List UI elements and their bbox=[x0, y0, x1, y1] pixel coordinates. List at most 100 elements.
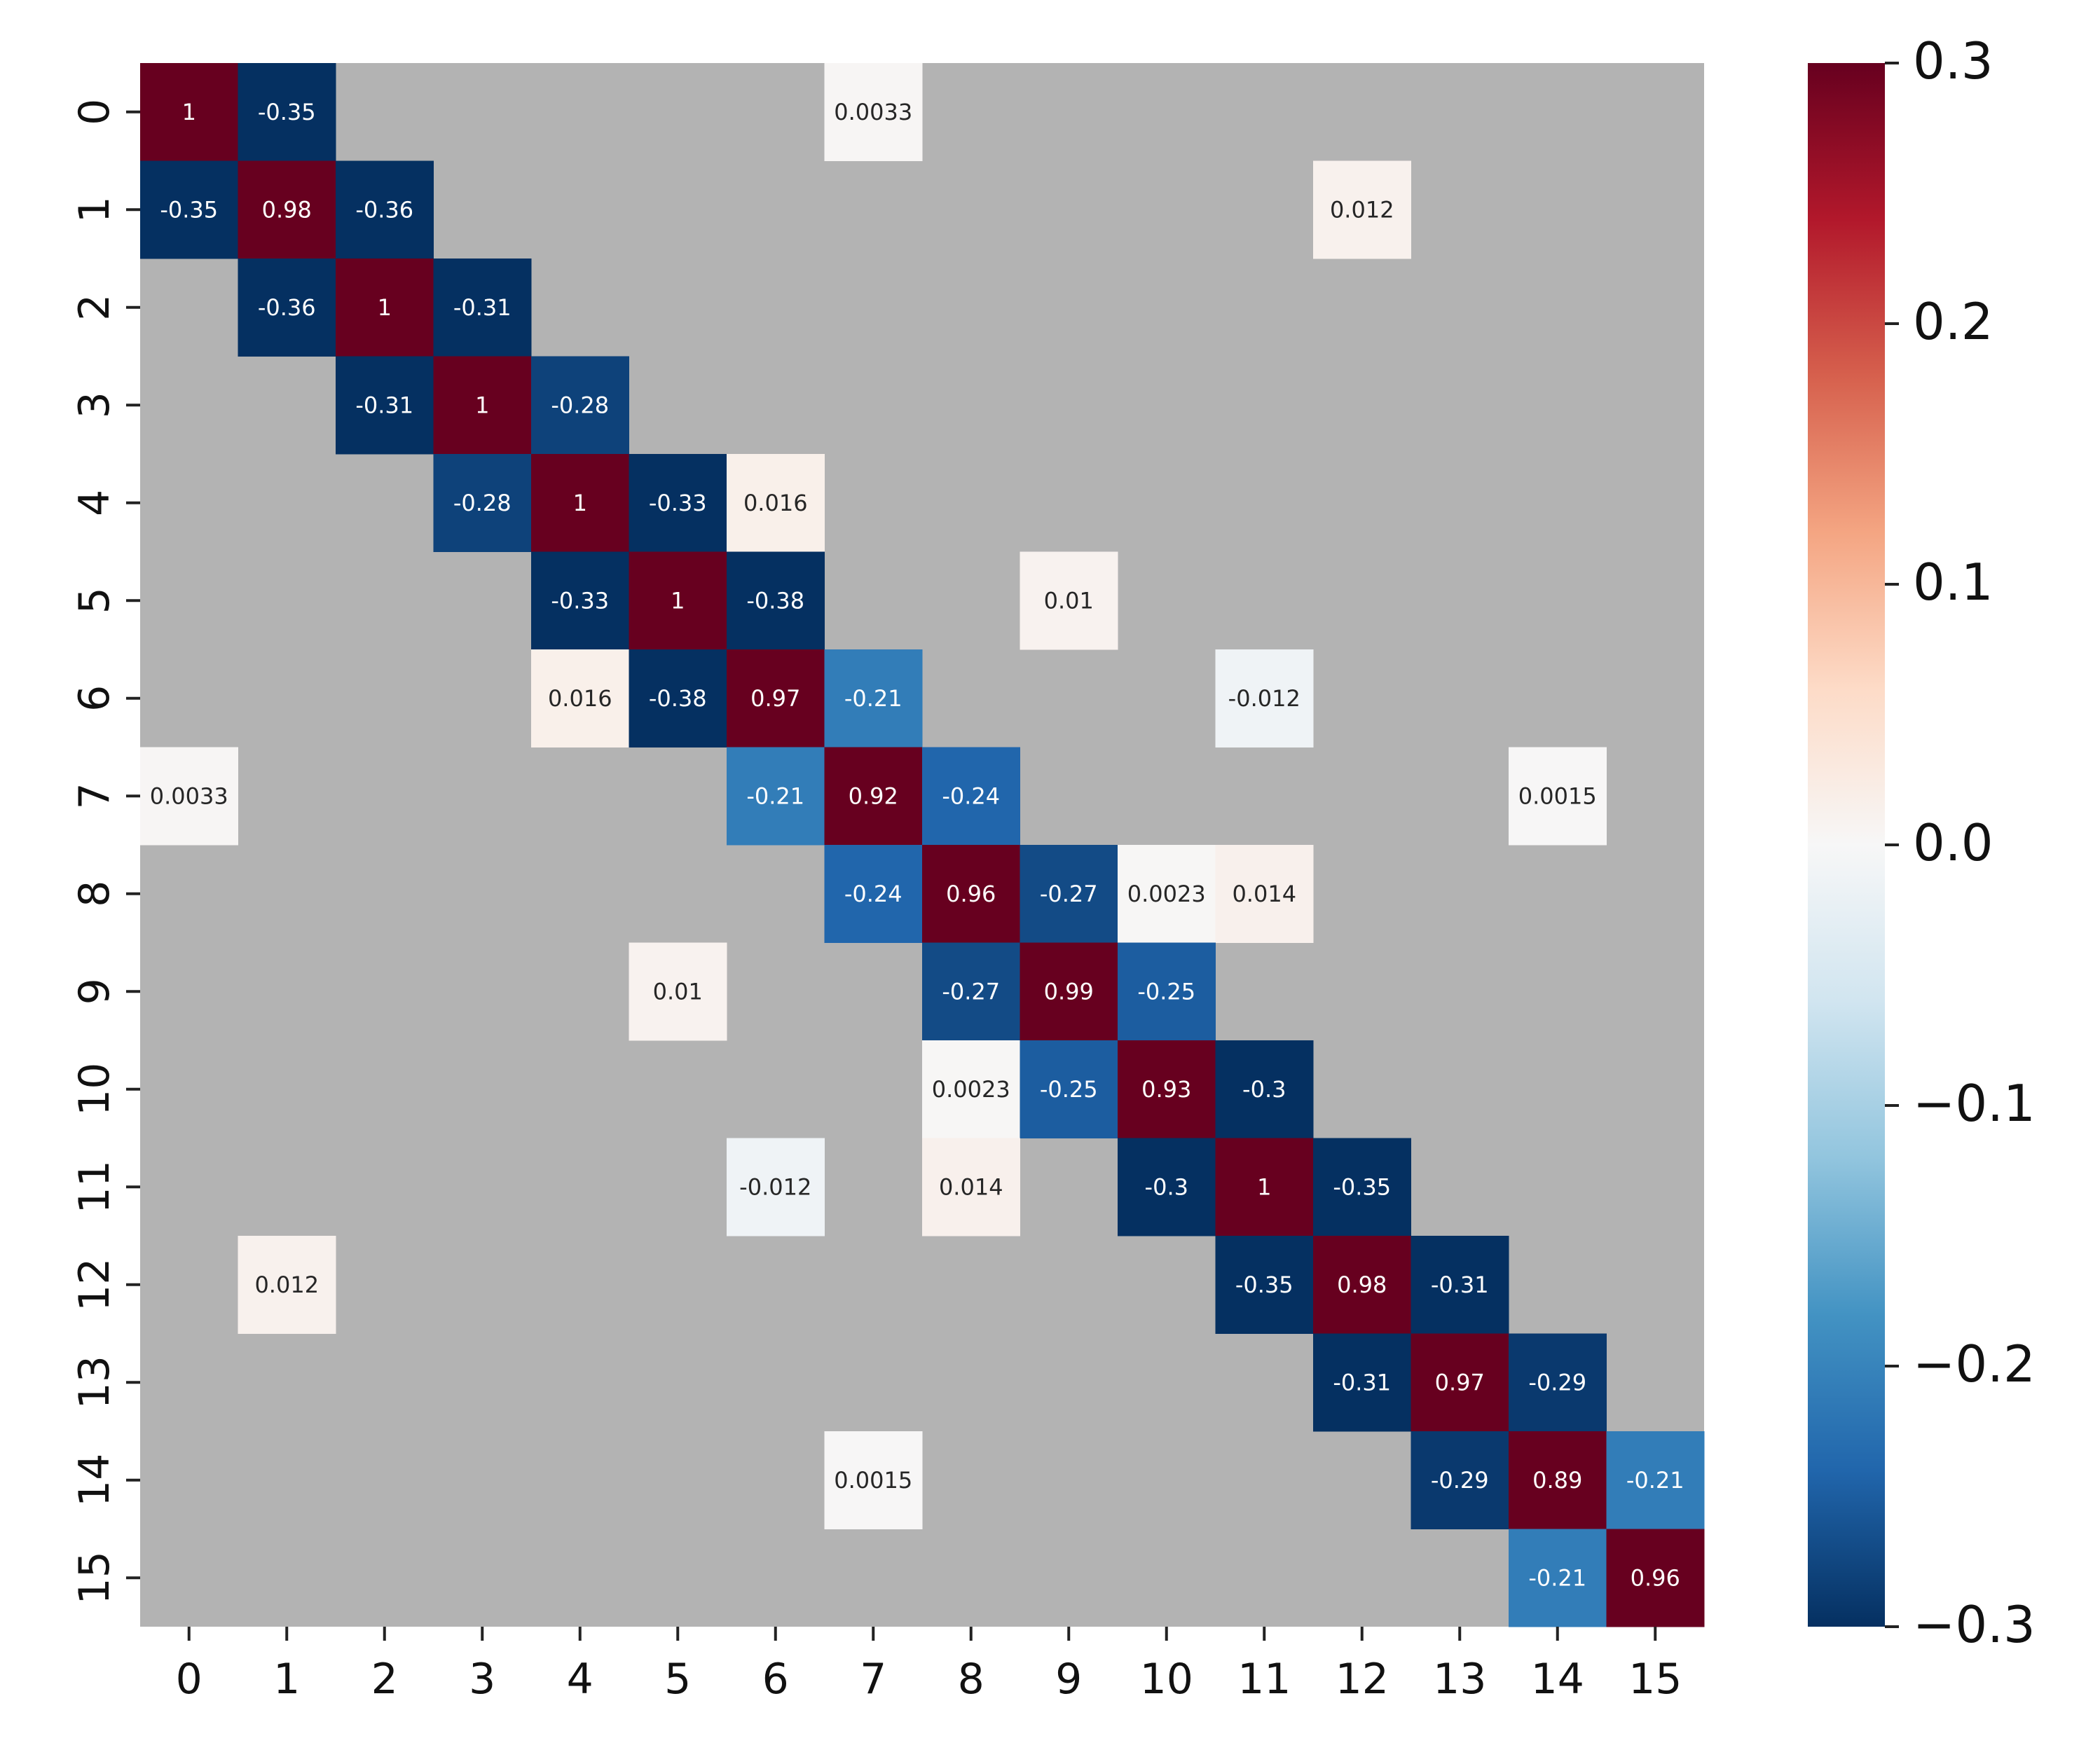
colorbar-tick-label-1: 0.2 bbox=[1913, 292, 1993, 351]
cell-value-label-8-7: -0.24 bbox=[844, 881, 903, 907]
heatmap-cell-1-2 bbox=[336, 160, 434, 259]
cell-value-label-10-11: -0.3 bbox=[1242, 1076, 1286, 1103]
heatmap-cell-9-8 bbox=[922, 942, 1020, 1041]
cell-value-label-9-8: -0.27 bbox=[942, 978, 1000, 1005]
cell-value-label-6-11: -0.012 bbox=[1228, 685, 1301, 712]
cell-value-label-1-0: -0.35 bbox=[160, 196, 218, 223]
heatmap-cell-15-14 bbox=[1509, 1529, 1607, 1627]
heatmap-cell-10-8 bbox=[922, 1040, 1020, 1138]
y-tick-label-9: 9 bbox=[70, 978, 119, 1005]
x-tick-label-14: 14 bbox=[1531, 1655, 1584, 1704]
cell-value-label-11-11: 1 bbox=[1257, 1173, 1271, 1200]
y-tick-label-6: 6 bbox=[70, 685, 119, 712]
heatmap-cell-1-12 bbox=[1313, 160, 1411, 259]
cell-value-label-9-9: 0.99 bbox=[1044, 978, 1094, 1005]
x-tick-label-10: 10 bbox=[1140, 1655, 1193, 1704]
heatmap-cell-14-13 bbox=[1411, 1431, 1509, 1529]
heatmap-cell-3-4 bbox=[531, 356, 629, 455]
cell-value-label-5-4: -0.33 bbox=[551, 587, 609, 614]
y-tick-label-11: 11 bbox=[70, 1160, 119, 1213]
y-tick-label-8: 8 bbox=[70, 881, 119, 907]
x-tick-label-1: 1 bbox=[273, 1655, 300, 1704]
x-tick-label-6: 6 bbox=[762, 1655, 789, 1704]
y-tick-label-7: 7 bbox=[70, 783, 119, 809]
cell-value-label-13-14: -0.29 bbox=[1528, 1369, 1586, 1396]
heatmap-cell-8-10 bbox=[1118, 845, 1216, 943]
heatmap-cell-2-1 bbox=[238, 259, 336, 357]
y-tick-label-5: 5 bbox=[70, 587, 119, 614]
cell-value-label-5-9: 0.01 bbox=[1044, 587, 1094, 614]
heatmap-cell-11-6 bbox=[727, 1138, 825, 1236]
heatmap-cell-13-12 bbox=[1313, 1333, 1411, 1432]
cell-value-label-3-2: -0.31 bbox=[355, 392, 413, 418]
cell-value-label-0-0: 1 bbox=[182, 99, 196, 125]
heatmap-cell-7-14 bbox=[1509, 747, 1607, 846]
colorbar-tick-label-2: 0.1 bbox=[1913, 553, 1993, 612]
heatmap-cell-1-1 bbox=[238, 160, 336, 259]
heatmap-cell-5-6 bbox=[727, 551, 825, 650]
y-tick-label-13: 13 bbox=[70, 1356, 119, 1409]
colorbar: 0.3 0.2 0.1 0.0 −0.1 −0.2 −0.3 bbox=[1808, 32, 2036, 1654]
heatmap-cell-8-7 bbox=[824, 845, 923, 943]
heatmap-cell-2-3 bbox=[433, 259, 532, 357]
cell-value-label-1-12: 0.012 bbox=[1330, 196, 1394, 223]
cell-value-label-5-6: -0.38 bbox=[746, 587, 804, 614]
y-tick-label-14: 14 bbox=[70, 1454, 119, 1507]
cell-value-label-9-10: -0.25 bbox=[1137, 978, 1195, 1005]
cell-value-label-8-11: 0.014 bbox=[1232, 881, 1296, 907]
cell-value-label-2-1: -0.36 bbox=[258, 294, 316, 321]
heatmap-cell-2-2 bbox=[336, 259, 434, 357]
cell-value-label-6-5: -0.38 bbox=[649, 685, 707, 712]
heatmap-cell-10-9 bbox=[1020, 1040, 1118, 1138]
heatmap-cell-7-6 bbox=[727, 747, 825, 846]
heatmap-cell-12-1 bbox=[238, 1236, 336, 1334]
heatmap-cell-15-15 bbox=[1606, 1529, 1705, 1627]
colorbar-gradient bbox=[1808, 63, 1885, 1627]
heatmap-cell-3-3 bbox=[433, 356, 532, 455]
heatmap-cell-6-7 bbox=[824, 649, 923, 747]
x-axis: 0 1 2 3 4 5 6 7 8 9 10 11 12 13 14 15 bbox=[176, 1627, 1682, 1704]
heatmap-cell-0-1 bbox=[238, 63, 336, 161]
cell-value-label-7-0: 0.0033 bbox=[150, 783, 228, 809]
heatmap-cell-13-13 bbox=[1411, 1333, 1509, 1432]
y-tick-label-4: 4 bbox=[70, 490, 119, 516]
heatmap-cell-4-4 bbox=[531, 454, 629, 552]
cell-value-label-1-2: -0.36 bbox=[355, 196, 413, 223]
heatmap-cell-4-5 bbox=[629, 454, 727, 552]
heatmap-cell-8-8 bbox=[922, 845, 1020, 943]
heatmap-cell-9-9 bbox=[1020, 942, 1118, 1041]
cell-value-label-12-12: 0.98 bbox=[1337, 1272, 1387, 1298]
x-tick-label-8: 8 bbox=[958, 1655, 984, 1704]
cell-value-label-11-6: -0.012 bbox=[739, 1173, 811, 1200]
cell-value-label-7-8: -0.24 bbox=[942, 783, 1000, 809]
cell-value-label-8-8: 0.96 bbox=[946, 881, 996, 907]
cell-value-label-1-1: 0.98 bbox=[262, 196, 312, 223]
heatmap-cell-6-5 bbox=[629, 649, 727, 747]
heatmap-cell-12-12 bbox=[1313, 1236, 1411, 1334]
cell-value-label-10-8: 0.0023 bbox=[932, 1076, 1010, 1103]
heatmap-cell-7-7 bbox=[824, 747, 923, 846]
heatmap-cell-8-11 bbox=[1215, 845, 1314, 943]
heatmap-cell-14-7 bbox=[824, 1431, 923, 1529]
cell-value-label-14-13: -0.29 bbox=[1431, 1467, 1489, 1494]
cell-value-label-11-8: 0.014 bbox=[939, 1173, 1003, 1200]
cell-value-label-4-3: -0.28 bbox=[453, 490, 512, 516]
cell-value-label-10-10: 0.93 bbox=[1141, 1076, 1191, 1103]
heatmap-cell-4-3 bbox=[433, 454, 532, 552]
heatmap-cell-11-11 bbox=[1215, 1138, 1314, 1236]
y-tick-label-15: 15 bbox=[70, 1551, 119, 1604]
colorbar-tick-label-6: −0.3 bbox=[1913, 1595, 2036, 1654]
x-tick-label-3: 3 bbox=[469, 1655, 495, 1704]
heatmap-cell-11-12 bbox=[1313, 1138, 1411, 1236]
cell-value-label-6-7: -0.21 bbox=[844, 685, 903, 712]
cell-value-label-12-11: -0.35 bbox=[1235, 1272, 1293, 1298]
heatmap-cell-12-13 bbox=[1411, 1236, 1509, 1334]
heatmap-cell-7-8 bbox=[922, 747, 1020, 846]
heatmap-cell-14-15 bbox=[1606, 1431, 1705, 1529]
cell-value-label-4-5: -0.33 bbox=[649, 490, 707, 516]
heatmap-cell-11-8 bbox=[922, 1138, 1020, 1236]
cell-value-label-5-5: 1 bbox=[671, 587, 685, 614]
colorbar-tick-label-4: −0.1 bbox=[1913, 1074, 2036, 1133]
heatmap-cell-0-7 bbox=[824, 63, 923, 161]
